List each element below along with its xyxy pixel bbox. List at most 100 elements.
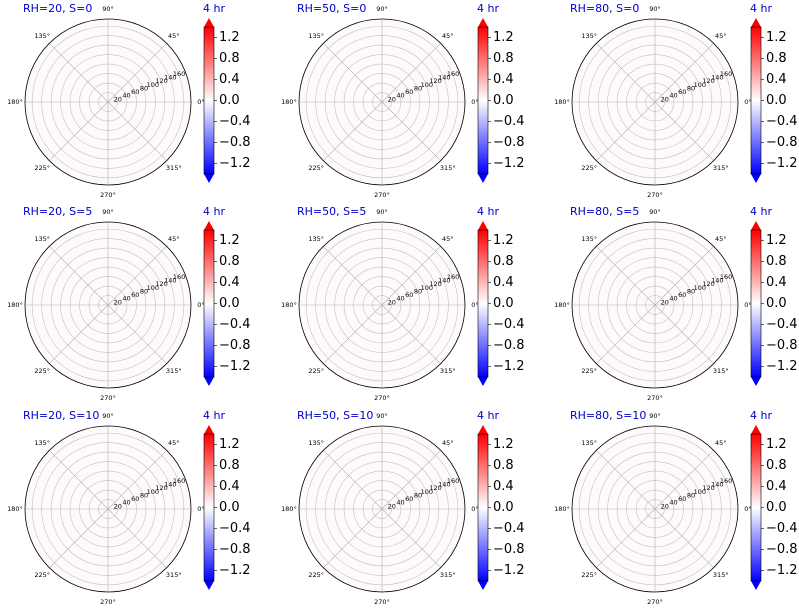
polar-panel-6: 0°45°90°135°180°225°270°315°20 40 60 801001… [554, 205, 797, 402]
colorbar-extend-max [751, 18, 761, 27]
panel-title-left: RH=50, S=0 [297, 2, 366, 15]
colorbar-tick-label: −0.8 [219, 542, 251, 557]
colorbar-tick-label: −0.8 [766, 542, 798, 557]
colorbar-tick-label: 0.4 [219, 275, 240, 290]
angle-tick-label: 45° [168, 439, 180, 447]
angular-gridline [381, 450, 441, 510]
angle-tick-label: 180° [281, 98, 297, 106]
radial-tick-label: 160 [447, 273, 459, 281]
radial-tick-label: 120 [155, 280, 167, 288]
colorbar-extend-min [478, 581, 488, 590]
colorbar: 1.2 0.8 0.4 0.0 −0.4 −0.8 −1.2 [477, 221, 525, 386]
polar-axis-outline [571, 425, 739, 593]
colorbar-gradient [478, 230, 488, 377]
colorbar-extend-min [204, 174, 214, 183]
colorbar-tick-label: 0.4 [766, 479, 787, 494]
angle-tick-label: 0° [197, 301, 204, 309]
radial-tick-label: 120 [155, 484, 167, 492]
angular-gridline [107, 508, 167, 568]
radial-tick-label: 60 [131, 495, 139, 503]
angle-tick-label: 135° [581, 439, 597, 447]
radial-tick-label: 20 [388, 298, 396, 306]
colorbar-tick-label: 1.2 [766, 437, 787, 452]
radial-tick-label: 40 [122, 92, 130, 100]
polar-axis-outline [298, 425, 466, 593]
colorbar: 1.2 0.8 0.4 0.0 −0.4 −0.8 −1.2 [477, 18, 525, 183]
radial-tick-label: 100 [421, 81, 433, 89]
angle-tick-label: 270° [374, 191, 390, 199]
radial-tick-label: 20 [388, 502, 396, 510]
polar-axis-outline [24, 18, 192, 186]
panel-title-right: 4 hr [477, 409, 499, 422]
angular-gridline [107, 304, 167, 364]
panel-title-right: 4 hr [750, 409, 772, 422]
radial-tick-label: 120 [702, 484, 714, 492]
angular-gridline [49, 246, 109, 306]
colorbar-tick-label: 1.2 [219, 233, 240, 248]
angle-tick-label: 0° [744, 505, 751, 513]
panel-title-left: RH=20, S=0 [23, 2, 92, 15]
angle-tick-label: 270° [647, 394, 663, 402]
colorbar-tick-label: −0.8 [493, 338, 525, 353]
radial-tick-label: 40 [669, 499, 677, 507]
angular-gridline [49, 450, 109, 510]
radial-tick-label: 140 [164, 74, 176, 82]
angular-gridline [596, 101, 656, 161]
radial-tick-label: 160 [173, 477, 185, 485]
angular-gridline [654, 304, 714, 364]
colorbar-extend-min [751, 581, 761, 590]
colorbar-extend-max [478, 18, 488, 27]
angle-tick-label: 0° [744, 98, 751, 106]
colorbar-tick-label: 0.8 [219, 254, 240, 269]
radial-tick-label: 160 [720, 273, 732, 281]
radial-tick-label: 100 [421, 284, 433, 292]
angular-gridline [323, 101, 383, 161]
angle-tick-label: 0° [471, 98, 478, 106]
angular-gridline [381, 304, 441, 364]
angle-tick-label: 315° [713, 164, 729, 172]
angle-tick-label: 90° [102, 412, 114, 420]
angle-tick-label: 225° [34, 367, 50, 375]
colorbar-gradient [751, 230, 761, 377]
radial-tick-label: 80 [414, 84, 422, 92]
angle-tick-label: 90° [649, 412, 661, 420]
colorbar-extend-max [478, 221, 488, 230]
colorbar-tick-label: 0.4 [219, 72, 240, 87]
angle-tick-label: 45° [715, 439, 727, 447]
polar-axis-outline [24, 221, 192, 389]
angle-tick-label: 180° [554, 301, 570, 309]
angle-tick-label: 45° [442, 32, 454, 40]
colorbar-tick-label: 0.4 [766, 275, 787, 290]
radial-tick-label: 140 [711, 74, 723, 82]
colorbar-extend-max [751, 425, 761, 434]
angular-gridline [323, 246, 383, 306]
colorbar-tick-label: 0.0 [219, 93, 240, 108]
radial-tick-label: 140 [438, 74, 450, 82]
radial-tick-label: 100 [421, 488, 433, 496]
radial-tick-label: 120 [155, 77, 167, 85]
colorbar: 1.2 0.8 0.4 0.0 −0.4 −0.8 −1.2 [203, 221, 251, 386]
radial-tick-label: 100 [694, 488, 706, 496]
radial-tick-label: 80 [414, 491, 422, 499]
colorbar-tick-label: −0.8 [766, 135, 798, 150]
colorbar-tick-label: −0.4 [219, 317, 251, 332]
angle-tick-label: 225° [581, 367, 597, 375]
angle-tick-label: 90° [102, 5, 114, 13]
panel-title-right: 4 hr [477, 205, 499, 218]
colorbar-tick-label: −1.2 [219, 156, 251, 171]
angle-tick-label: 135° [34, 32, 50, 40]
radial-tick-label: 60 [131, 291, 139, 299]
colorbar-tick-label: −0.4 [219, 114, 251, 129]
radial-tick-label: 80 [687, 491, 695, 499]
radial-tick-label: 40 [396, 295, 404, 303]
radial-tick-label: 60 [405, 495, 413, 503]
polar-panel-3: 0°45°90°135°180°225°270°315°20 40 60 801001… [554, 2, 797, 199]
angular-gridline [381, 101, 441, 161]
radial-tick-label: 60 [678, 291, 686, 299]
radial-tick-label: 120 [429, 280, 441, 288]
angle-tick-label: 270° [100, 394, 116, 402]
radial-tick-label: 80 [140, 84, 148, 92]
colorbar-extend-min [204, 581, 214, 590]
colorbar-tick-label: 0.4 [493, 72, 514, 87]
